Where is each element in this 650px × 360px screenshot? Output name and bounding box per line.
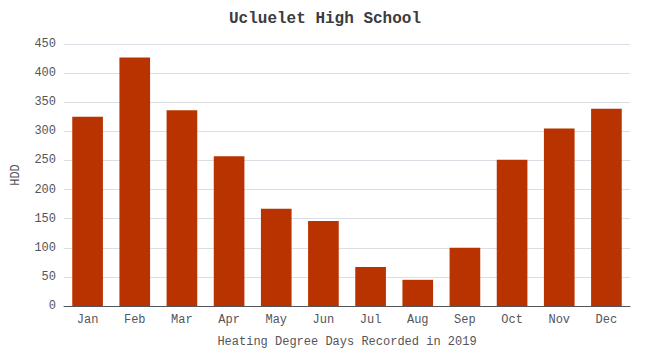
svg-text:200: 200 — [34, 183, 56, 197]
svg-text:50: 50 — [42, 270, 56, 284]
svg-text:150: 150 — [34, 212, 56, 226]
svg-text:400: 400 — [34, 66, 56, 80]
svg-text:Oct: Oct — [501, 313, 523, 327]
svg-text:Heating Degree Days Recorded i: Heating Degree Days Recorded in 2019 — [217, 335, 476, 349]
svg-text:450: 450 — [34, 37, 56, 51]
svg-text:Nov: Nov — [548, 313, 570, 327]
svg-text:0: 0 — [49, 299, 56, 313]
svg-text:250: 250 — [34, 153, 56, 167]
svg-text:Sep: Sep — [454, 313, 476, 327]
svg-text:Jan: Jan — [77, 313, 99, 327]
svg-text:Ucluelet High School: Ucluelet High School — [229, 10, 421, 28]
svg-text:Mar: Mar — [171, 313, 193, 327]
svg-text:350: 350 — [34, 95, 56, 109]
svg-text:Jul: Jul — [360, 313, 382, 327]
svg-text:100: 100 — [34, 241, 56, 255]
svg-text:Jun: Jun — [313, 313, 335, 327]
svg-text:HDD: HDD — [9, 164, 23, 186]
svg-text:Dec: Dec — [596, 313, 618, 327]
svg-text:Feb: Feb — [124, 313, 146, 327]
svg-text:300: 300 — [34, 124, 56, 138]
svg-text:May: May — [265, 313, 287, 327]
svg-text:Apr: Apr — [218, 313, 240, 327]
svg-text:Aug: Aug — [407, 313, 429, 327]
